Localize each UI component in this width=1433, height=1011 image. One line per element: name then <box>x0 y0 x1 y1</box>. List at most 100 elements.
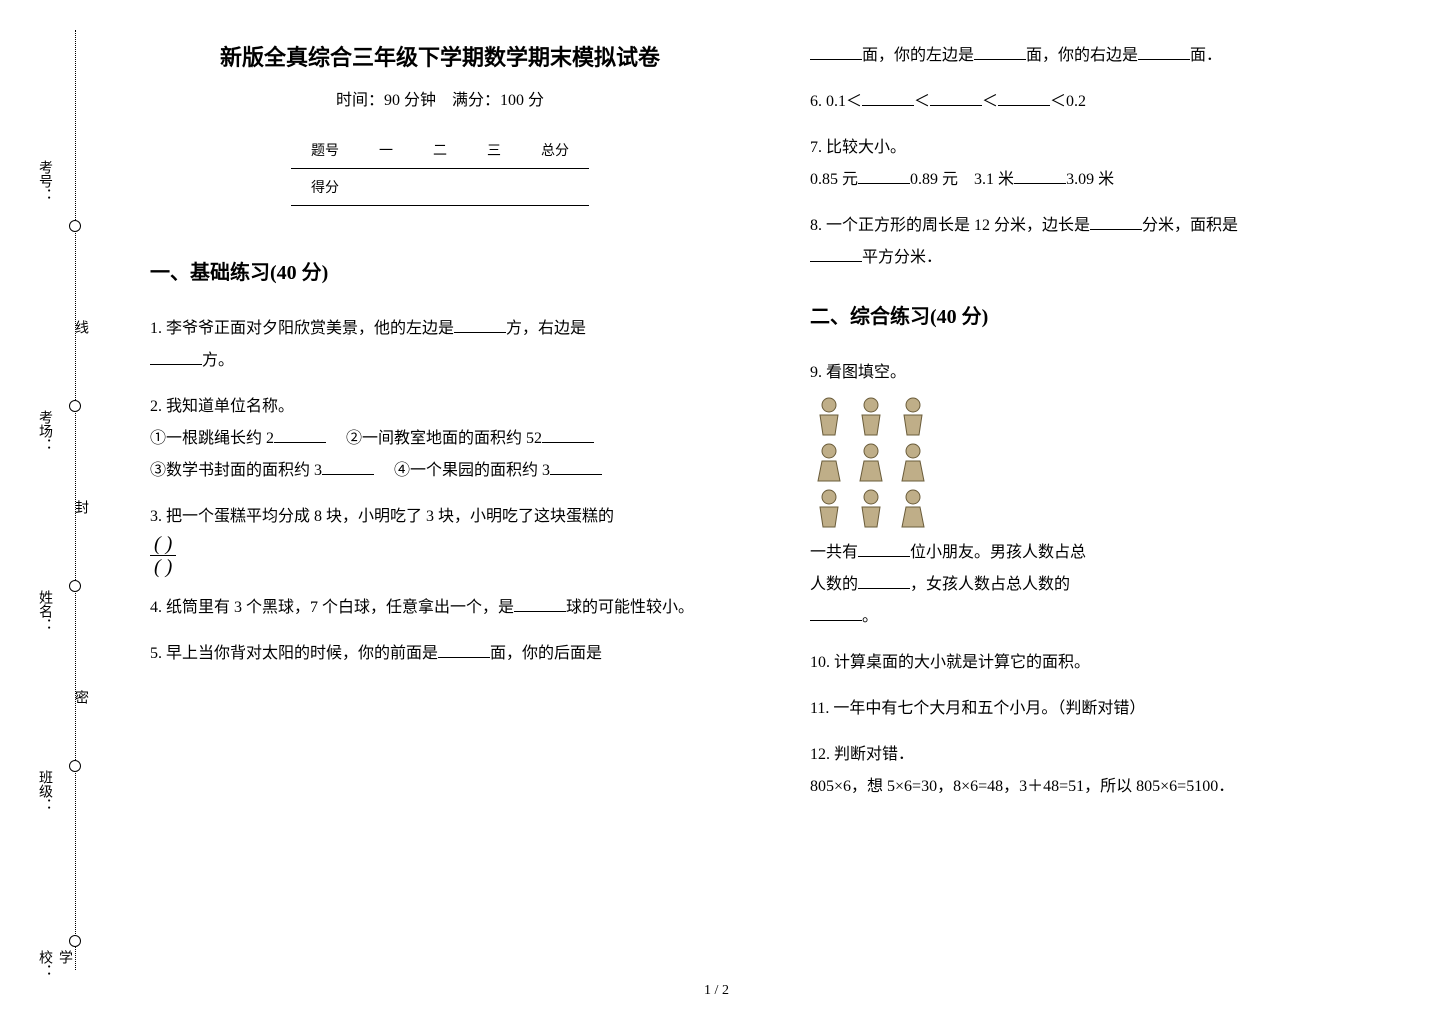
kid-icon <box>894 395 932 439</box>
kid-icon <box>894 441 932 485</box>
kid-icon <box>894 487 932 531</box>
binding-circle <box>69 580 81 592</box>
q7-a2: 0.89 元 <box>910 171 958 188</box>
q12-body: 805×6，想 5×6=30，8×6=48，3＋48=51，所以 805×6=5… <box>810 771 1390 803</box>
blank <box>858 168 910 184</box>
blank <box>274 427 326 443</box>
q2-b: ②一间教室地面的面积约 52 <box>346 430 542 447</box>
blank <box>858 573 910 589</box>
blank <box>1014 168 1066 184</box>
blank <box>1090 214 1142 230</box>
q5-post: 面． <box>1190 47 1222 64</box>
kid-icon <box>852 487 890 531</box>
q7-a1: 0.85 元 <box>810 171 858 188</box>
blank <box>322 459 374 475</box>
blank <box>930 90 982 106</box>
q7-head: 7. 比较大小。 <box>810 132 1390 164</box>
kid-row <box>810 441 1390 485</box>
section-2-heading: 二、综合练习(40 分) <box>810 300 1390 329</box>
th-total: 总分 <box>521 132 589 169</box>
q7-b2: 3.09 米 <box>1066 171 1114 188</box>
binding-margin: 学校： 班级： 姓名： 考场： 考号： 密 封 线 <box>50 30 100 970</box>
blank <box>514 596 566 612</box>
q6-post: ＜0.2 <box>1050 93 1086 110</box>
q2-head: 2. 我知道单位名称。 <box>150 391 730 423</box>
blank <box>438 642 490 658</box>
blank <box>454 317 506 333</box>
binding-char-feng: 封 <box>70 500 90 514</box>
td-blank <box>467 169 521 206</box>
kids-figure <box>810 395 1390 531</box>
blank <box>810 246 862 262</box>
q6-pre: 6. 0.1＜ <box>810 93 862 110</box>
section-1-heading: 一、基础练习(40 分) <box>150 256 730 285</box>
q5-pre: 5. 早上当你背对太阳的时候，你的前面是 <box>150 645 438 662</box>
fraction-denominator: ( ) <box>150 556 176 578</box>
q4-post: 球的可能性较小。 <box>566 599 694 616</box>
blank <box>550 459 602 475</box>
binding-circle <box>69 220 81 232</box>
question-6: 6. 0.1＜ ＜ ＜ ＜0.2 <box>810 86 1390 118</box>
q5-m3: 面，你的右边是 <box>1026 47 1138 64</box>
binding-circle <box>69 935 81 947</box>
td-blank <box>521 169 589 206</box>
blank <box>998 90 1050 106</box>
q5-m2: 面，你的左边是 <box>862 47 974 64</box>
question-2: 2. 我知道单位名称。 ①一根跳绳长约 2 ②一间教室地面的面积约 52 ③数学… <box>150 391 730 487</box>
blank <box>150 349 202 365</box>
blank <box>974 44 1026 60</box>
question-5-start: 5. 早上当你背对太阳的时候，你的前面是面，你的后面是 <box>150 638 730 670</box>
blank <box>1138 44 1190 60</box>
binding-circle <box>69 400 81 412</box>
kid-row <box>810 395 1390 439</box>
q9-line3: 。 <box>862 608 878 625</box>
paper-subtitle: 时间：90 分钟 满分：100 分 <box>150 86 730 110</box>
question-10: 10. 计算桌面的大小就是计算它的面积。 <box>810 647 1390 679</box>
kid-icon <box>852 441 890 485</box>
blank <box>858 541 910 557</box>
page-number: 1 / 2 <box>704 983 729 999</box>
q1-text: 1. 李爷爷正面对夕阳欣赏美景，他的左边是 <box>150 320 454 337</box>
binding-label-name: 姓名： <box>34 590 54 632</box>
q8-pre: 8. 一个正方形的周长是 12 分米，边长是 <box>810 217 1090 234</box>
q2-c: ③数学书封面的面积约 3 <box>150 462 322 479</box>
q6-lt1: ＜ <box>914 93 930 110</box>
q9-line2a: 人数的 <box>810 576 858 593</box>
td-blank <box>359 169 413 206</box>
q2-d: ④一个果园的面积约 3 <box>394 462 550 479</box>
q9-line1a: 一共有 <box>810 544 858 561</box>
binding-circle <box>69 760 81 772</box>
binding-label-room: 考场： <box>34 410 54 452</box>
binding-char-xian: 线 <box>70 320 90 334</box>
q4-pre: 4. 纸筒里有 3 个黑球，7 个白球，任意拿出一个，是 <box>150 599 514 616</box>
blank <box>810 44 862 60</box>
q9-line1b: 位小朋友。男孩人数占总 <box>910 544 1086 561</box>
td-label: 得分 <box>291 169 359 206</box>
blank <box>810 605 862 621</box>
binding-label-class: 班级： <box>34 770 54 812</box>
fraction-blank: ( ) ( ) <box>150 533 176 578</box>
question-3: 3. 把一个蛋糕平均分成 8 块，小明吃了 3 块，小明吃了这块蛋糕的 ( ) … <box>150 501 730 578</box>
q12-head: 12. 判断对错． <box>810 739 1390 771</box>
q9-head: 9. 看图填空。 <box>810 357 1390 389</box>
question-11: 11. 一年中有七个大月和五个小月。（判断对错） <box>810 693 1390 725</box>
binding-label-id: 考号： <box>34 160 54 202</box>
paper-title: 新版全真综合三年级下学期数学期末模拟试卷 <box>150 40 730 72</box>
table-row: 题号 一 二 三 总分 <box>291 132 589 169</box>
q1-mid: 方，右边是 <box>506 320 586 337</box>
kid-icon <box>852 395 890 439</box>
kid-icon <box>810 441 848 485</box>
kid-icon <box>810 395 848 439</box>
th-col3: 三 <box>467 132 521 169</box>
kid-row <box>810 487 1390 531</box>
q6-lt2: ＜ <box>982 93 998 110</box>
question-12: 12. 判断对错． 805×6，想 5×6=30，8×6=48，3＋48=51，… <box>810 739 1390 803</box>
kid-icon <box>810 487 848 531</box>
q2-a: ①一根跳绳长约 2 <box>150 430 274 447</box>
q9-line2b: ，女孩人数占总人数的 <box>910 576 1070 593</box>
question-5-cont: 面，你的左边是 面，你的右边是 面． <box>810 40 1390 72</box>
question-1: 1. 李爷爷正面对夕阳欣赏美景，他的左边是方，右边是 方。 <box>150 313 730 377</box>
q8-mid: 分米，面积是 <box>1142 217 1238 234</box>
blank <box>542 427 594 443</box>
question-9: 9. 看图填空。 一共有 位小朋友。男孩人数占总 <box>810 357 1390 633</box>
